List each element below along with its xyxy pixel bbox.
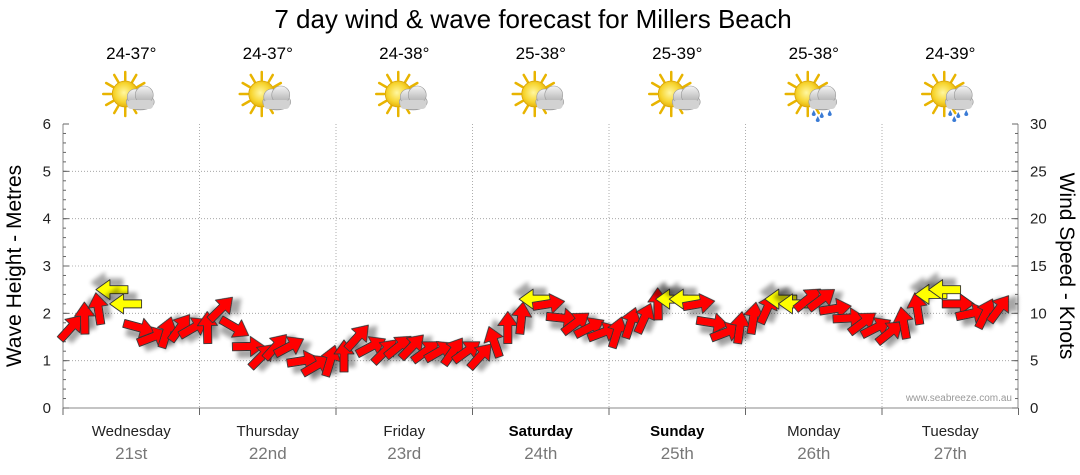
wind-arrow	[87, 292, 109, 326]
showers-icon	[784, 70, 838, 122]
plot-area: 0 1 2 3 4 5 6 0 5 10 15 20 25 30 www.seabreeze.com.au	[43, 116, 1047, 417]
x-day-date: 22nd	[249, 444, 287, 463]
day-temp-range: 24-38°	[379, 44, 429, 63]
wind-arrow	[607, 316, 628, 350]
y2-tick-label: 0	[1030, 400, 1038, 417]
wind-arrow	[743, 301, 765, 335]
credit-text: www.seabreeze.com.au	[905, 393, 1012, 404]
partly-cloudy-icon	[648, 70, 701, 118]
wind-arrow	[806, 289, 835, 313]
wind-arrow	[218, 315, 250, 338]
partly-cloudy-icon	[102, 70, 155, 118]
wind-arrow	[633, 302, 655, 335]
wind-arrow	[440, 337, 463, 368]
wind-arrow	[483, 326, 504, 359]
y-tick-label: 5	[43, 163, 51, 180]
y-tick-label: 6	[43, 116, 51, 133]
x-day-name: Tuesday	[922, 423, 979, 440]
x-day-date: 21st	[115, 444, 147, 463]
wind-arrows	[56, 279, 1010, 378]
x-day-date: 26th	[797, 444, 830, 463]
y2-tick-label: 10	[1030, 305, 1047, 322]
day-temp-range: 24-39°	[925, 44, 975, 63]
day-header: 24-37° 24-37° 24-38° 25-38° 25-39° 25-38° 24-3…	[102, 44, 975, 122]
partly-cloudy-icon	[375, 70, 428, 118]
wind-arrow	[157, 316, 178, 350]
x-day-date: 25th	[661, 444, 694, 463]
y2-tick-label: 30	[1030, 116, 1047, 133]
wind-arrow	[847, 312, 876, 337]
x-day-name: Friday	[383, 423, 425, 440]
y2-tick-label: 5	[1030, 353, 1038, 370]
wind-arrow	[206, 296, 233, 324]
x-day-name: Saturday	[509, 423, 574, 440]
y-axis-label: Wave Height - Metres	[3, 165, 26, 367]
y-tick-label: 0	[43, 400, 51, 417]
x-day-date: 27th	[934, 444, 967, 463]
grid	[63, 124, 1018, 408]
wind-arrow	[941, 293, 975, 315]
wind-arrow	[95, 279, 129, 301]
wind-arrow	[531, 293, 566, 314]
y2-tick-label: 25	[1030, 163, 1047, 180]
wind-arrow	[109, 293, 143, 315]
wind-arrow	[261, 334, 287, 362]
chart-title: 7 day wind & wave forecast for Millers B…	[274, 4, 791, 34]
wind-arrow	[818, 297, 852, 319]
wind-arrow	[974, 298, 996, 330]
x-day-name: Thursday	[236, 423, 299, 440]
y-tick-label: 1	[43, 353, 51, 370]
day-temp-range: 25-38°	[789, 44, 839, 63]
wind-arrow	[231, 335, 265, 357]
partly-cloudy-icon	[238, 70, 292, 118]
wind-arrow	[397, 334, 424, 362]
wind-arrow	[497, 311, 519, 344]
wind-arrow	[729, 311, 751, 345]
wind-arrow	[874, 321, 903, 346]
day-temp-range: 24-37°	[243, 44, 293, 63]
wind-arrow	[272, 336, 304, 358]
x-day-name: Monday	[787, 423, 841, 440]
wind-arrow	[893, 306, 914, 340]
wind-arrow	[511, 301, 533, 335]
y-tick-label: 3	[43, 258, 51, 275]
wind-arrow	[695, 312, 729, 334]
day-temp-range: 25-38°	[516, 44, 566, 63]
wind-arrow	[560, 312, 590, 337]
wind-arrow	[681, 293, 716, 314]
wind-arrow	[343, 324, 369, 353]
wind-arrow	[986, 295, 1010, 325]
y2-tick-label: 15	[1030, 258, 1047, 275]
x-day-name: Sunday	[650, 423, 705, 440]
wind-arrow	[466, 343, 492, 371]
y-tick-label: 4	[43, 211, 51, 228]
day-temp-range: 25-39°	[652, 44, 702, 63]
wind-arrow	[621, 307, 642, 340]
partly-cloudy-icon	[511, 70, 565, 118]
showers-icon	[921, 70, 974, 122]
x-day-date: 23rd	[387, 444, 421, 463]
wind-arrow	[928, 279, 962, 301]
x-axis-day-labels: Wednesday 21st Thursday 22nd Friday 23rd Satur…	[92, 423, 979, 463]
x-day-name: Wednesday	[92, 423, 171, 440]
day-temp-range: 24-37°	[106, 44, 156, 63]
x-day-date: 24th	[524, 444, 557, 463]
axis-ticks: 0 1 2 3 4 5 6 0 5 10 15 20 25 30	[43, 116, 1047, 417]
wind-arrow	[167, 314, 191, 344]
wind-arrow	[74, 301, 96, 335]
y2-tick-label: 20	[1030, 211, 1047, 228]
y2-axis-label: Wind Speed - Knots	[1055, 173, 1078, 360]
y-tick-label: 2	[43, 305, 51, 322]
